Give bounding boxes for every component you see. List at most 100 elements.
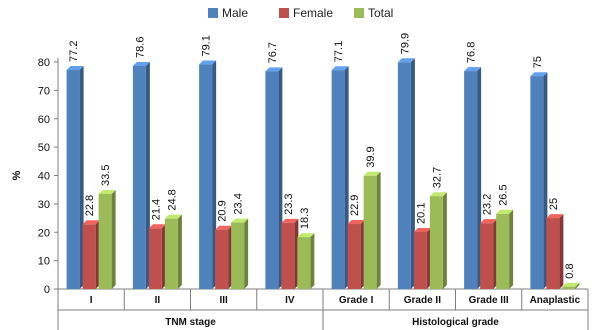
- legend-label-male: Male: [222, 6, 248, 20]
- bar-female-top: [347, 220, 365, 225]
- data-label-total: 26.5: [498, 184, 510, 205]
- bar-total-top: [496, 209, 514, 214]
- bar-total: [562, 286, 576, 289]
- bar-male: [265, 71, 279, 290]
- data-label-total: 18.3: [299, 208, 311, 229]
- x-tick-label: I: [90, 295, 93, 306]
- bar-female: [148, 228, 162, 289]
- y-tick-label: 20: [38, 227, 50, 239]
- bar-male: [530, 76, 544, 289]
- bar-male: [331, 70, 345, 289]
- y-tick-label: 0: [44, 284, 50, 296]
- bar-female-top: [546, 214, 564, 219]
- data-label-female: 22.8: [84, 195, 96, 216]
- data-label-female: 20.1: [415, 203, 427, 224]
- y-tick-label: 80: [38, 57, 50, 69]
- data-label-female: 21.4: [150, 199, 162, 220]
- bar-male-top: [530, 72, 548, 77]
- group-label: Histological grade: [412, 317, 499, 328]
- bar-female-top: [480, 219, 498, 224]
- bar-female-side: [559, 214, 564, 289]
- x-tick-label: IV: [285, 295, 295, 306]
- bar-female-top: [148, 224, 166, 229]
- bar-female: [413, 231, 427, 289]
- bar-male: [464, 71, 478, 289]
- bar-male-side: [410, 58, 415, 289]
- y-tick-label: 40: [38, 171, 50, 183]
- bar-female: [281, 222, 295, 289]
- bar-male: [397, 62, 411, 289]
- bar-female: [215, 229, 229, 289]
- bar-total-side: [376, 171, 381, 289]
- bar-total-side: [111, 189, 116, 289]
- bar-total-top: [164, 214, 182, 219]
- legend-swatch-total: [354, 8, 364, 18]
- data-label-male: 79.9: [399, 33, 411, 54]
- data-label-male: 77.1: [333, 41, 345, 62]
- data-label-total: 32.7: [431, 167, 443, 188]
- bar-female-top: [82, 220, 100, 225]
- bar-female-top: [413, 227, 431, 232]
- data-label-total: 24.8: [166, 189, 178, 210]
- data-label-female: 23.2: [482, 194, 494, 215]
- legend-label-female: Female: [293, 6, 333, 20]
- x-tick-label: Grade III: [469, 295, 509, 306]
- bar-female: [347, 224, 361, 289]
- data-label-total: 39.9: [365, 146, 377, 167]
- bar-total-top: [231, 218, 249, 223]
- bar-total-top: [429, 192, 447, 197]
- data-label-male: 78.6: [134, 37, 146, 58]
- bar-total: [164, 218, 178, 289]
- data-label-male: 76.8: [466, 42, 478, 63]
- data-label-female: 20.9: [217, 200, 229, 221]
- y-tick-label: 10: [38, 256, 50, 268]
- legend-label-total: Total: [368, 6, 393, 20]
- bar-total: [98, 193, 112, 289]
- x-tick-label: Anaplastic: [530, 295, 581, 306]
- bar-male-top: [66, 65, 84, 70]
- bar-total: [363, 175, 377, 289]
- bar-total-top: [98, 189, 116, 194]
- bar-female: [480, 223, 494, 289]
- bar-total-side: [244, 218, 249, 289]
- legend-swatch-female: [279, 8, 289, 18]
- bar-male: [132, 65, 146, 289]
- bar-male-top: [132, 61, 150, 66]
- x-tick-label: III: [219, 295, 228, 306]
- bar-male: [66, 69, 80, 289]
- bar-total: [231, 222, 245, 289]
- data-label-total: 23.4: [233, 193, 245, 214]
- x-tick-label: Grade I: [339, 295, 374, 306]
- legend-swatch-male: [208, 8, 218, 18]
- data-label-female: 23.3: [283, 193, 295, 214]
- data-label-female: 25: [548, 198, 560, 210]
- bar-total-top: [363, 171, 381, 176]
- y-tick-label: 30: [38, 199, 50, 211]
- bar-total-side: [575, 282, 580, 289]
- y-tick-label: 70: [38, 85, 50, 97]
- bar-male-top: [464, 67, 482, 72]
- bar-male-top: [397, 58, 415, 63]
- data-label-male: 77.2: [68, 41, 80, 62]
- bar-male-top: [331, 66, 349, 71]
- data-label-male: 75: [532, 56, 544, 68]
- y-axis-title: %: [11, 170, 23, 180]
- data-label-male: 79.1: [201, 35, 213, 56]
- bar-female-top: [215, 225, 233, 230]
- bar-male-top: [265, 67, 283, 72]
- y-tick-label: 50: [38, 142, 50, 154]
- bar-total: [496, 213, 510, 289]
- x-tick-label: II: [155, 295, 161, 306]
- bar-total-side: [509, 209, 514, 289]
- y-tick-label: 60: [38, 114, 50, 126]
- group-label: TNM stage: [165, 317, 216, 328]
- bar-total-side: [442, 192, 447, 289]
- bar-total-top: [297, 233, 315, 238]
- bar-total: [429, 196, 443, 289]
- bar-total-side: [310, 233, 315, 289]
- x-tick-label: Grade II: [404, 295, 441, 306]
- bar-total-top: [562, 282, 580, 287]
- bar-female: [82, 224, 96, 289]
